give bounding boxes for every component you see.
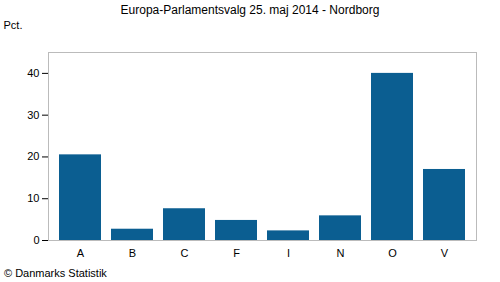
svg-text:A: A [77,247,85,259]
svg-text:O: O [388,247,397,259]
svg-text:20: 20 [27,150,39,162]
svg-text:F: F [233,247,240,259]
svg-text:30: 30 [27,109,39,121]
svg-text:I: I [287,247,290,259]
html-text:Europa-Parlamentsvalg 25. maj: Europa-Parlamentsvalg 25. maj 2014 - Nor… [120,3,380,17]
svg-text:N: N [337,247,345,259]
svg-text:10: 10 [27,192,39,204]
svg-text:V: V [441,247,449,259]
svg-text:40: 40 [27,67,39,79]
svg-text:C: C [181,247,189,259]
html-text:© Danmarks Statistik: © Danmarks Statistik [4,267,107,279]
svg-text:0: 0 [33,234,39,246]
svg-text:Pct.: Pct. [4,19,23,31]
svg-text:B: B [129,247,136,259]
